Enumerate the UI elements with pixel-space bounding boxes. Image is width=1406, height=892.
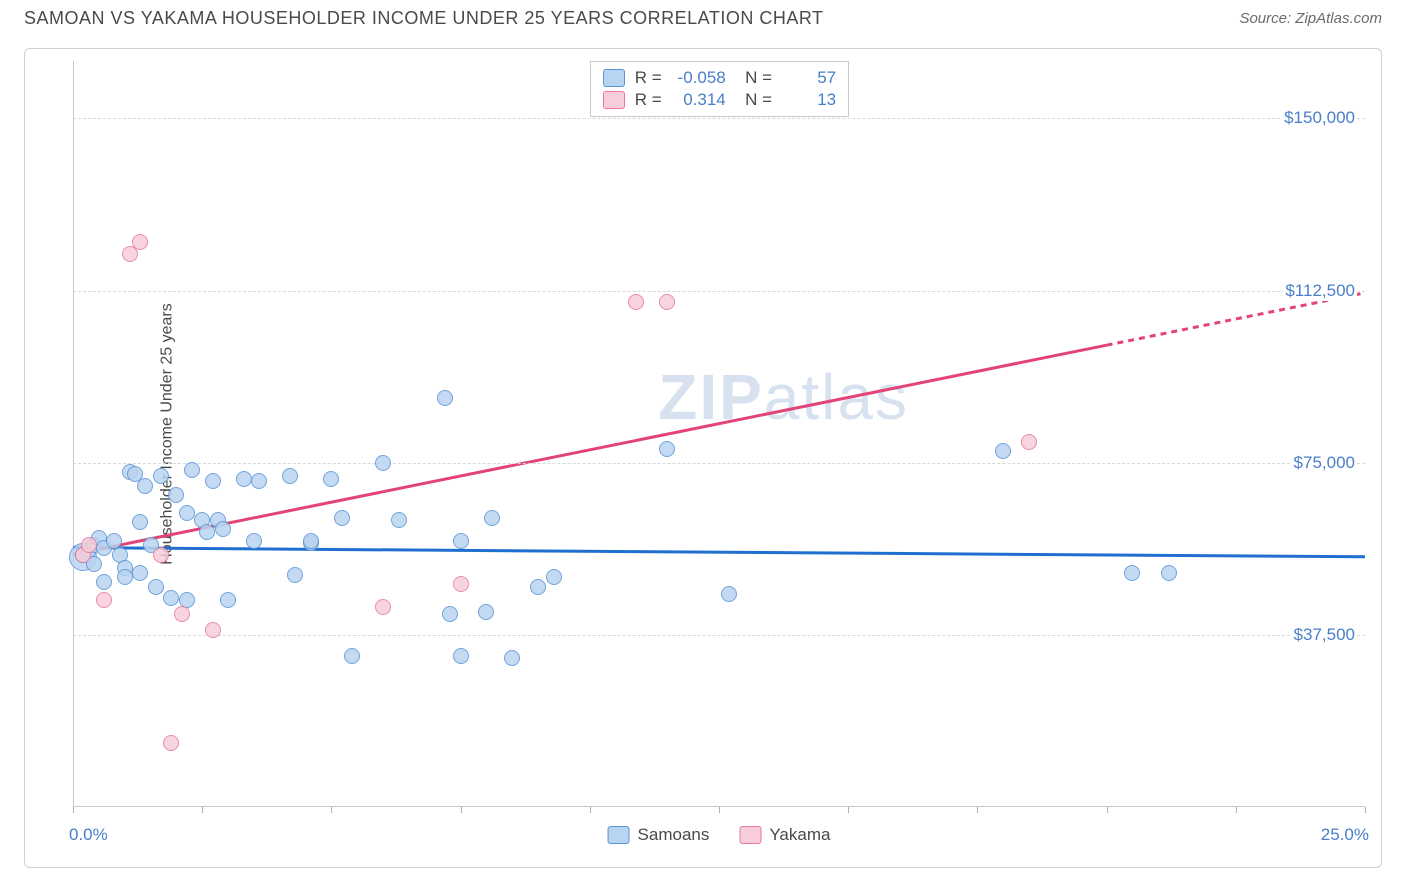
data-point <box>246 533 262 549</box>
data-point <box>132 234 148 250</box>
chart-source: Source: ZipAtlas.com <box>1239 10 1382 27</box>
data-point <box>117 569 133 585</box>
data-point <box>153 547 169 563</box>
data-point <box>1161 565 1177 581</box>
data-point <box>453 576 469 592</box>
x-tick <box>977 807 978 813</box>
trend-line <box>73 548 1365 557</box>
data-point <box>995 443 1011 459</box>
data-point <box>163 735 179 751</box>
data-point <box>391 512 407 528</box>
x-tick <box>719 807 720 813</box>
legend-label: Samoans <box>638 825 710 845</box>
swatch-yakama-icon <box>739 826 761 844</box>
gridline <box>73 118 1365 119</box>
data-point <box>1124 565 1140 581</box>
data-point <box>478 604 494 620</box>
data-point <box>344 648 360 664</box>
data-point <box>442 606 458 622</box>
data-point <box>437 390 453 406</box>
data-point <box>546 569 562 585</box>
data-point <box>504 650 520 666</box>
data-point <box>205 622 221 638</box>
data-point <box>287 567 303 583</box>
legend: Samoans Yakama <box>608 825 831 845</box>
y-tick-label: $37,500 <box>1292 625 1357 645</box>
gridline <box>73 635 1365 636</box>
swatch-samoans-icon <box>608 826 630 844</box>
data-point <box>153 468 169 484</box>
data-point <box>96 592 112 608</box>
legend-label: Yakama <box>769 825 830 845</box>
data-point <box>659 441 675 457</box>
x-tick <box>331 807 332 813</box>
data-point <box>205 473 221 489</box>
y-tick-label: $112,500 <box>1283 281 1357 301</box>
data-point <box>251 473 267 489</box>
data-point <box>132 565 148 581</box>
y-tick-label: $150,000 <box>1282 108 1357 128</box>
y-tick-label: $75,000 <box>1292 453 1357 473</box>
data-point <box>721 586 737 602</box>
data-point <box>282 468 298 484</box>
x-axis-max-label: 25.0% <box>1321 825 1369 845</box>
gridline <box>73 291 1365 292</box>
data-point <box>628 294 644 310</box>
data-point <box>323 471 339 487</box>
data-point <box>96 574 112 590</box>
data-point <box>184 462 200 478</box>
data-point <box>148 579 164 595</box>
data-point <box>163 590 179 606</box>
x-axis-min-label: 0.0% <box>69 825 108 845</box>
trend-line <box>1107 293 1365 345</box>
data-point <box>303 533 319 549</box>
trend-lines <box>73 61 1365 807</box>
data-point <box>484 510 500 526</box>
x-tick <box>590 807 591 813</box>
data-point <box>215 521 231 537</box>
data-point <box>1021 434 1037 450</box>
data-point <box>179 505 195 521</box>
data-point <box>220 592 236 608</box>
data-point <box>530 579 546 595</box>
x-tick <box>73 807 74 813</box>
data-point <box>375 599 391 615</box>
x-tick <box>1107 807 1108 813</box>
chart-header: SAMOAN VS YAKAMA HOUSEHOLDER INCOME UNDE… <box>0 0 1406 33</box>
x-tick <box>461 807 462 813</box>
data-point <box>174 606 190 622</box>
legend-item-yakama: Yakama <box>739 825 830 845</box>
data-point <box>375 455 391 471</box>
data-point <box>236 471 252 487</box>
x-tick <box>1236 807 1237 813</box>
x-tick <box>202 807 203 813</box>
gridline <box>73 463 1365 464</box>
x-tick <box>848 807 849 813</box>
data-point <box>168 487 184 503</box>
data-point <box>334 510 350 526</box>
x-tick <box>1365 807 1366 813</box>
chart-title: SAMOAN VS YAKAMA HOUSEHOLDER INCOME UNDE… <box>24 8 824 29</box>
plot-area: ZIPatlas Householder Income Under 25 yea… <box>73 61 1365 807</box>
data-point <box>81 537 97 553</box>
legend-item-samoans: Samoans <box>608 825 710 845</box>
data-point <box>132 514 148 530</box>
chart-container: ZIPatlas Householder Income Under 25 yea… <box>24 48 1382 868</box>
data-point <box>453 648 469 664</box>
data-point <box>659 294 675 310</box>
data-point <box>453 533 469 549</box>
data-point <box>137 478 153 494</box>
